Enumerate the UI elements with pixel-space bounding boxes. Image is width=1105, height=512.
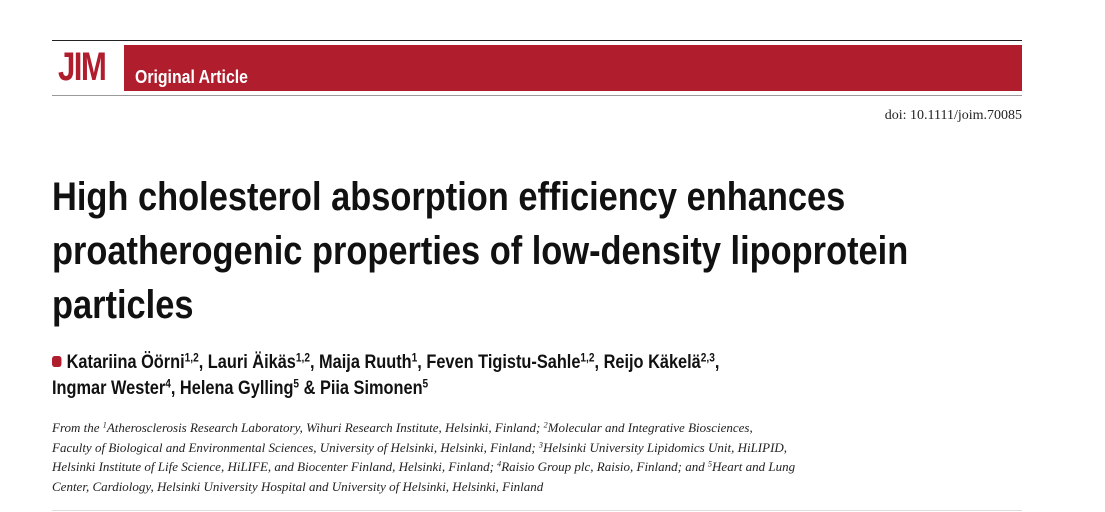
author-list: Katariina Öörni1,2, Lauri Äikäs1,2, Maij… xyxy=(52,350,1007,402)
header-top-rule xyxy=(52,40,1022,41)
author-name[interactable]: Reijo Käkelä xyxy=(603,352,701,373)
author-separator: & xyxy=(299,378,320,399)
author-name[interactable]: Katariina Öörni xyxy=(66,352,185,373)
header-bottom-rule xyxy=(52,95,1022,96)
author-separator: , xyxy=(170,378,180,399)
author-name[interactable]: Piia Simonen xyxy=(319,378,423,399)
affiliation-text: Helsinki University Lipidomics Unit, HiL… xyxy=(542,439,788,455)
author-affil-marker: 5 xyxy=(422,377,429,391)
affiliation-text: Helsinki Institute of Life Science, HiLI… xyxy=(52,459,498,474)
affiliation-marker: 5 xyxy=(708,459,713,469)
author-affil-marker: 2,3 xyxy=(700,351,715,365)
affiliation-marker: 1 xyxy=(102,420,107,430)
article-type-bar: Original Article xyxy=(124,45,1022,91)
author-affil-marker: 1,2 xyxy=(580,351,595,365)
author-separator: , xyxy=(417,352,427,373)
footer-rule xyxy=(52,510,1022,511)
affiliation-line: Helsinki Institute of Life Science, HiLI… xyxy=(52,457,1027,477)
affiliation-text: Atherosclerosis Research Laboratory, Wih… xyxy=(106,420,544,435)
affiliation-line: Faculty of Biological and Environmental … xyxy=(52,438,1027,458)
author-affil-marker: 4 xyxy=(165,377,171,391)
author-separator: , xyxy=(594,352,604,373)
journal-logo: JIM xyxy=(58,45,107,89)
affiliations: From the 1Atherosclerosis Research Labor… xyxy=(52,418,1027,496)
affiliation-marker: 3 xyxy=(538,440,543,450)
affiliation-line: Center, Cardiology, Helsinki University … xyxy=(52,477,1027,497)
author-bullet-icon xyxy=(52,356,62,367)
affiliation-marker: 2 xyxy=(543,420,548,430)
author-separator: , xyxy=(714,352,720,373)
author-name[interactable]: Helena Gylling xyxy=(179,378,294,399)
author-name[interactable]: Lauri Äikäs xyxy=(207,352,296,373)
affiliation-text: Faculty of Biological and Environmental … xyxy=(52,439,539,455)
author-name[interactable]: Ingmar Wester xyxy=(52,378,166,399)
journal-banner: JIM Original Article xyxy=(52,45,1022,91)
title-line: particles xyxy=(52,283,194,327)
article-type-label: Original Article xyxy=(135,67,248,87)
doi-link[interactable]: doi: 10.1111/joim.70085 xyxy=(884,108,1022,123)
author-affil-marker: 5 xyxy=(293,377,300,391)
affiliation-text: Center, Cardiology, Helsinki University … xyxy=(52,478,544,494)
affiliation-text: Molecular and Integrative Biosciences, xyxy=(547,420,753,435)
affiliation-marker: 4 xyxy=(497,459,502,469)
author-affil-marker: 1,2 xyxy=(295,351,310,365)
affiliation-text: Raisio Group plc, Raisio, Finland; and xyxy=(501,459,708,474)
author-affil-marker: 1 xyxy=(411,351,418,365)
author-separator: , xyxy=(309,352,320,373)
author-name[interactable]: Maija Ruuth xyxy=(319,352,412,373)
author-affil-marker: 1,2 xyxy=(184,351,199,365)
author-name[interactable]: Feven Tigistu-Sahle xyxy=(426,352,581,373)
title-line: proatherogenic properties of low-density… xyxy=(52,229,909,273)
title-line: High cholesterol absorption efficiency e… xyxy=(52,175,846,219)
article-title: High cholesterol absorption efficiency e… xyxy=(52,170,1041,332)
affiliation-text: From the xyxy=(52,420,103,435)
affiliation-text: Heart and Lung xyxy=(712,459,796,474)
author-separator: , xyxy=(198,352,208,373)
affiliation-line: From the 1Atherosclerosis Research Labor… xyxy=(52,418,1027,438)
